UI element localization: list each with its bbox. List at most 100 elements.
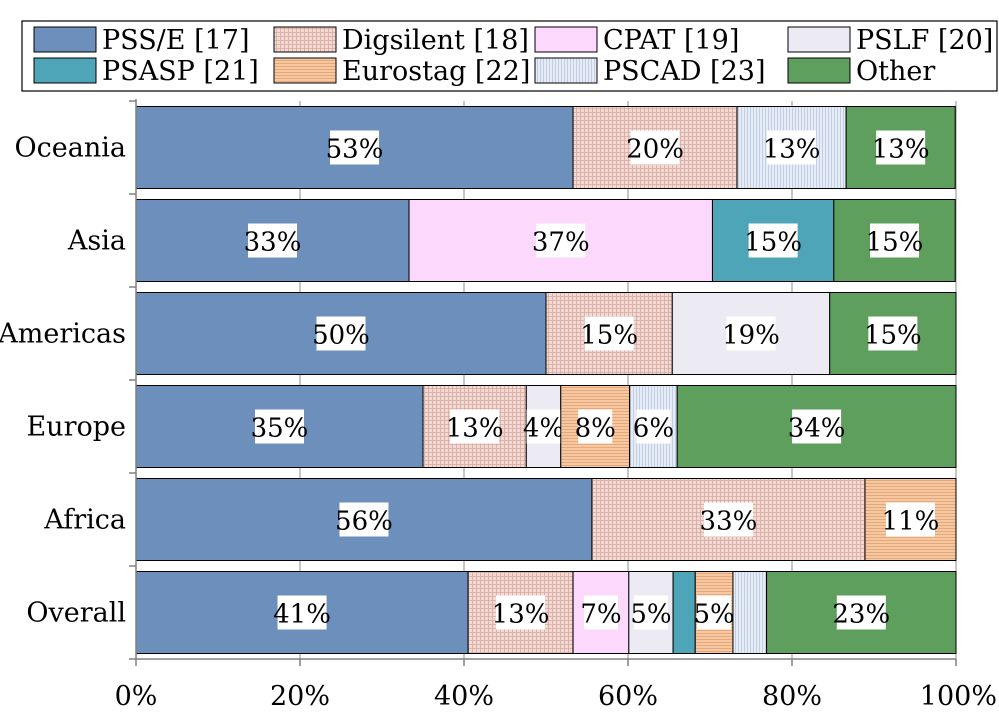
legend-item-cpat: CPAT [19] <box>534 25 739 56</box>
category-label-africa: Africa <box>43 505 126 536</box>
data-label-bg <box>450 409 500 444</box>
data-label-text: 5% <box>630 600 671 630</box>
data-label-text: 50% <box>312 321 370 351</box>
data-label-bg <box>536 223 586 258</box>
bar-row-overall: 41% 13% 7% 5% 5% 23% <box>135 571 957 654</box>
data-label: 35% <box>251 409 309 444</box>
data-label: 5% <box>630 595 672 630</box>
data-label-bg <box>633 595 668 630</box>
data-label-bg <box>876 130 926 165</box>
legend-label-pscad: PSCAD [23] <box>603 56 765 87</box>
axes: 0% 20% 40% 60% 80% 100% <box>115 99 997 712</box>
data-label: 15% <box>580 316 638 351</box>
data-label: 13% <box>872 130 930 165</box>
data-label: 34% <box>788 409 845 444</box>
legend-swatch-pss-e <box>33 26 97 53</box>
data-label-bg <box>316 316 366 351</box>
data-label-text: 8% <box>575 414 616 444</box>
data-label-text: 13% <box>446 414 504 444</box>
x-tick-label: 40% <box>434 681 494 712</box>
data-label: 5% <box>693 595 735 630</box>
data-label: 6% <box>633 409 674 444</box>
data-label-text: 15% <box>866 228 924 258</box>
legend-item-eurostag: Eurostag [22] <box>273 56 530 87</box>
legend-item-pslf: PSLF [20] <box>787 25 993 56</box>
data-label: 15% <box>744 223 802 258</box>
data-label-text: 7% <box>580 600 621 630</box>
x-tick-label: 60% <box>598 681 658 712</box>
legend-item-other: Other <box>787 56 935 87</box>
bar-row-oceania: 53% 20% 13% 13% <box>135 106 956 189</box>
data-label-text: 15% <box>580 321 638 351</box>
data-label: 50% <box>312 316 370 351</box>
data-label: 19% <box>722 316 780 351</box>
data-label: 23% <box>832 595 890 630</box>
bar-row-africa: 56% 33% 11% <box>135 478 957 561</box>
x-tick-label: 20% <box>270 681 330 712</box>
data-label-bg <box>836 595 886 630</box>
legend-swatch-cpat <box>534 26 598 53</box>
data-label-text: 15% <box>864 321 922 351</box>
legend-label-cpat: CPAT [19] <box>603 25 739 56</box>
bar-segment-psasp <box>672 571 696 654</box>
data-label-text: 13% <box>872 135 930 165</box>
data-label-text: 4% <box>523 414 564 444</box>
bar-row-asia: 33% 37% 15% 15% <box>135 199 956 282</box>
category-label-europe: Europe <box>26 412 126 443</box>
data-label-text: 35% <box>251 414 309 444</box>
data-label-bg <box>339 502 389 537</box>
data-label-text: 6% <box>633 414 674 444</box>
data-label: 15% <box>864 316 922 351</box>
data-label: 13% <box>492 595 549 630</box>
legend-label-other: Other <box>856 56 935 87</box>
legend-swatch-eurostag <box>273 57 337 84</box>
data-label: 15% <box>866 223 924 258</box>
data-label-bg <box>526 409 561 444</box>
data-label-bg <box>583 595 618 630</box>
data-label-text: 23% <box>832 600 890 630</box>
data-label-bg <box>726 316 776 351</box>
data-label: 7% <box>580 595 622 630</box>
data-label-bg <box>792 409 842 444</box>
bar-row-americas: 50% 15% 19% 15% <box>135 292 957 375</box>
x-tick-label: 80% <box>762 681 822 712</box>
legend-label-digsilent: Digsilent [18] <box>342 25 529 56</box>
legend-item-pss-e: PSS/E [17] <box>33 25 250 56</box>
data-label-text: 37% <box>532 228 590 258</box>
data-label-bg <box>496 595 546 630</box>
data-label: 53% <box>326 130 384 165</box>
data-label-text: 20% <box>626 135 684 165</box>
data-label-text: 53% <box>326 135 384 165</box>
category-label-asia: Asia <box>67 226 126 257</box>
legend-label-psasp: PSASP [21] <box>102 56 259 87</box>
x-tick-label: 0% <box>115 681 158 712</box>
legend-label-pslf: PSLF [20] <box>856 25 993 56</box>
data-label-bg <box>885 502 935 537</box>
data-label-text: 13% <box>763 135 821 165</box>
legend-item-digsilent: Digsilent [18] <box>273 25 529 56</box>
data-label-text: 33% <box>244 228 302 258</box>
data-label-text: 15% <box>744 228 802 258</box>
data-label-bg <box>868 316 918 351</box>
legend-swatch-pslf <box>787 26 851 53</box>
data-label-text: 56% <box>335 507 393 537</box>
data-label-bg <box>584 316 634 351</box>
legend-swatch-digsilent <box>273 26 337 53</box>
bar-segment-pscad <box>732 571 768 654</box>
bar-row-europe: 35% 13% 4% 8% 6% 34% <box>135 385 957 468</box>
data-label-bg <box>255 409 304 444</box>
data-label-bg <box>636 409 671 444</box>
data-label: 11% <box>882 502 940 537</box>
data-label-bg <box>578 409 613 444</box>
x-tick-label: 100% <box>920 681 997 712</box>
data-label: 20% <box>626 130 684 165</box>
data-label-text: 11% <box>882 507 940 537</box>
data-label: 41% <box>273 595 331 630</box>
category-label-oceania: Oceania <box>15 133 126 164</box>
data-label: 4% <box>523 409 564 444</box>
data-label-text: 33% <box>700 507 758 537</box>
legend: PSS/E [17] Digsilent [18] CPAT [19] PSLF [2… <box>21 20 998 92</box>
legend-label-pss-e: PSS/E [17] <box>102 25 250 56</box>
data-label-bg <box>630 130 680 165</box>
data-label: 13% <box>446 409 504 444</box>
